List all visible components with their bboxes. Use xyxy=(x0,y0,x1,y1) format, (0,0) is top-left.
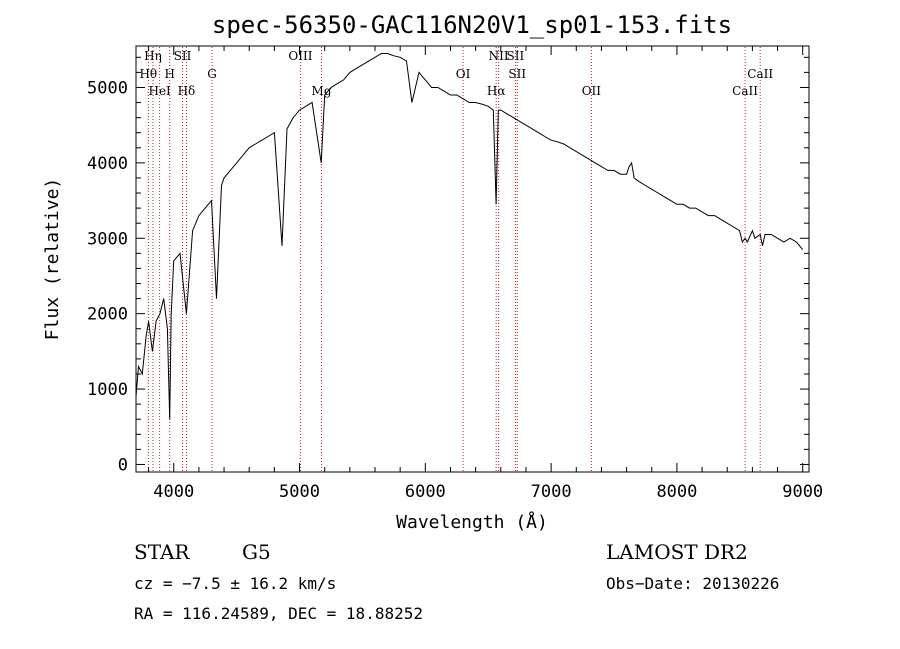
x-tick-label: 6000 xyxy=(405,482,446,502)
x-axis-label: Wavelength (Å) xyxy=(396,511,548,533)
x-tick-label: 8000 xyxy=(656,482,697,502)
line-label: CaII xyxy=(747,67,773,81)
line-label: HeI xyxy=(148,84,171,98)
y-tick-label: 5000 xyxy=(87,78,128,98)
spectral-line-markers xyxy=(147,47,761,471)
chart-title: spec-56350-GAC116N20V1_sp01-153.fits xyxy=(212,11,732,39)
line-label: OIII xyxy=(288,49,312,63)
x-tick-label: 5000 xyxy=(279,482,320,502)
x-tick-label: 9000 xyxy=(782,482,823,502)
line-label: Hα xyxy=(487,84,506,98)
line-label: CaII xyxy=(732,84,758,98)
radec-text: RA = 116.24589, DEC = 18.88252 xyxy=(134,604,423,623)
line-label: SII xyxy=(174,49,192,63)
redshift-text: cz = −7.5 ± 16.2 km/s xyxy=(134,574,336,593)
line-label: Hδ xyxy=(178,84,196,98)
axis-ticks: 4000 5000 6000 7000 8000 9000 0 1000 2000 3000 400… xyxy=(87,46,823,502)
line-label: H xyxy=(164,67,174,81)
line-label: OII xyxy=(582,84,602,98)
x-tick-label: 7000 xyxy=(531,482,572,502)
y-tick-label: 2000 xyxy=(87,305,128,325)
class-label: STAR xyxy=(134,540,190,564)
y-axis-label: Flux (relative) xyxy=(42,178,63,341)
y-tick-label: 3000 xyxy=(87,229,128,249)
line-label: SII xyxy=(508,67,526,81)
subclass-label: G5 xyxy=(242,540,271,564)
survey-label: LAMOST DR2 xyxy=(606,540,748,564)
line-label: Mg xyxy=(312,84,332,98)
line-label: OI xyxy=(456,67,471,81)
obs-date-text: Obs−Date: 20130226 xyxy=(606,574,779,593)
spectrum-line xyxy=(135,53,804,420)
y-tick-label: 0 xyxy=(118,455,128,475)
x-tick-label: 4000 xyxy=(153,482,194,502)
y-tick-label: 1000 xyxy=(87,380,128,400)
plot-frame xyxy=(135,45,810,473)
line-label: SII xyxy=(507,49,525,63)
line-label: G xyxy=(207,67,217,81)
y-tick-label: 4000 xyxy=(87,154,128,174)
line-label: Hη xyxy=(144,49,162,63)
line-label: Hθ xyxy=(139,67,157,81)
line-label: NII xyxy=(489,49,509,63)
